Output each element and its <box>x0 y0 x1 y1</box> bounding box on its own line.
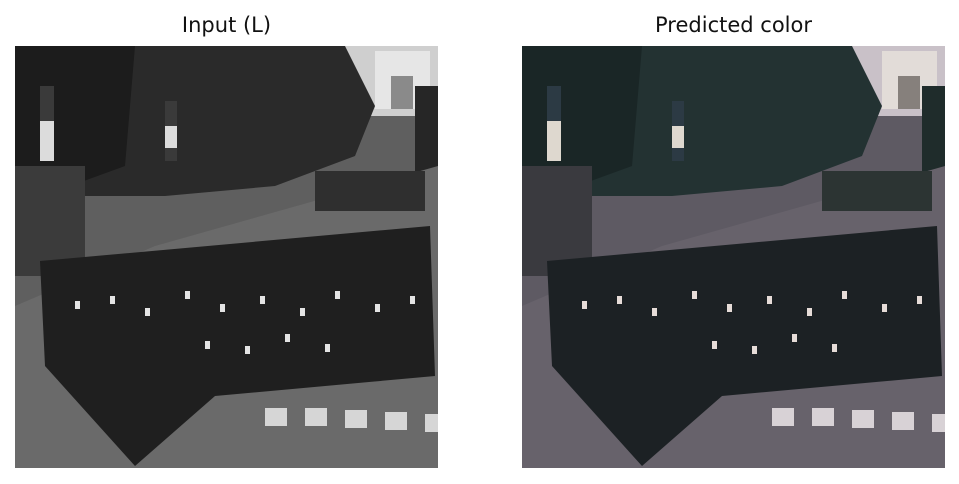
input-title: Input (L) <box>181 13 272 37</box>
input-image <box>15 46 438 468</box>
predicted-panel: Predicted color <box>522 0 945 484</box>
input-panel: Input (L) <box>15 0 438 484</box>
predicted-image <box>522 46 945 468</box>
predicted-title: Predicted color <box>655 13 812 37</box>
